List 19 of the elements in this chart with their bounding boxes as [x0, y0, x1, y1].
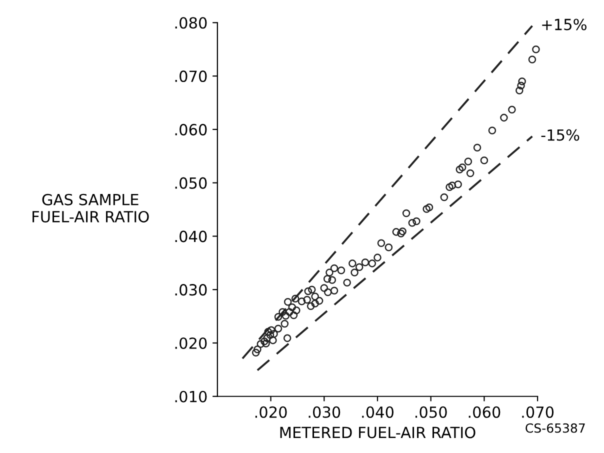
x-tick-label: .050 [415, 406, 447, 418]
y-tick-label: .010 [175, 390, 207, 402]
x-tick-label: .070 [522, 406, 554, 418]
y-tick-label: .060 [175, 124, 207, 136]
y-tick-label: .050 [175, 177, 207, 189]
y-tick-label: .080 [175, 17, 207, 29]
annotation: +15% [542, 18, 586, 30]
y-tick-label: .040 [175, 230, 207, 242]
annotation: -15% [541, 129, 580, 141]
y-tick-label: .020 [175, 337, 207, 350]
y-axis-title: GAS SAMPLE FUEL-AIR RATIO [32, 194, 149, 222]
y-tick-label: .030 [175, 284, 207, 296]
x-axis-title: METERED FUEL-AIR RATIO [280, 426, 476, 438]
x-tick-label: .040 [362, 406, 394, 418]
x-tick-label: .030 [308, 406, 340, 418]
x-tick-label: .020 [255, 406, 287, 418]
x-tick-label: .060 [468, 406, 500, 418]
text: CS-65387 [526, 423, 585, 433]
y-tick-label: .070 [175, 70, 207, 82]
